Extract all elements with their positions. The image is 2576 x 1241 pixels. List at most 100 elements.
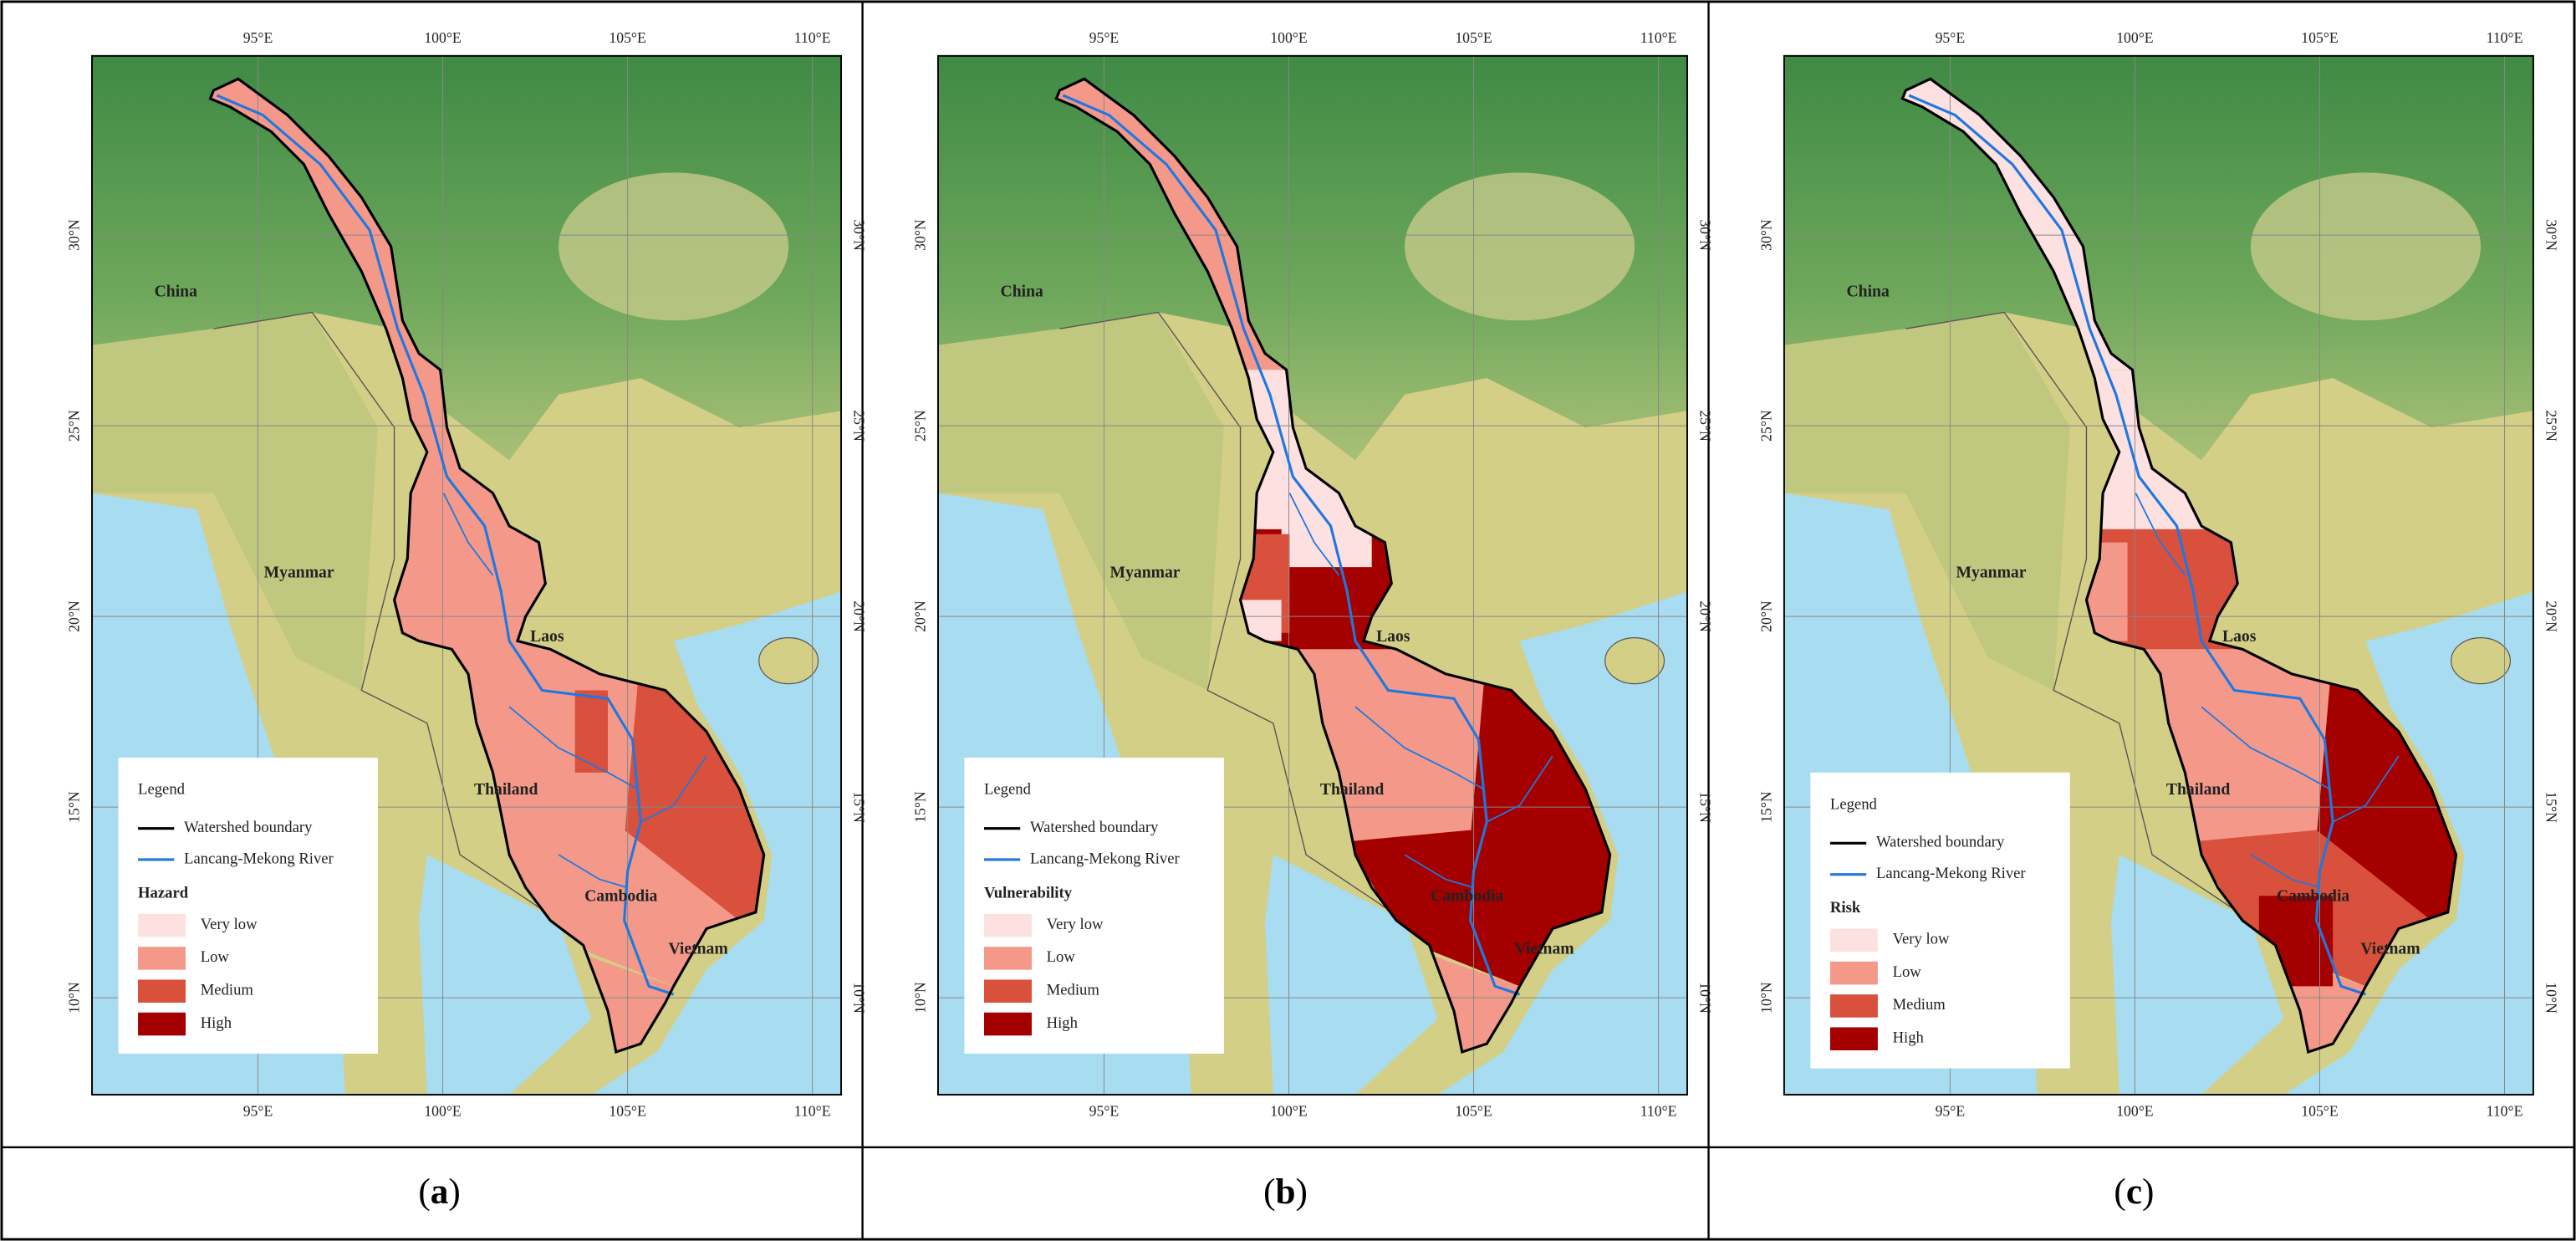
lat-tick-label: 10°N	[1757, 982, 1774, 1014]
legend-heading: Risk	[1830, 899, 1861, 917]
legend-swatch	[983, 979, 1032, 1003]
map-panel: 95°E 95°E 100°E 100°E 105°E 105°E 110°E 110°E 10…	[1757, 29, 2559, 1120]
lat-tick-label: 10°N	[65, 982, 82, 1014]
lat-tick-label: 25°N	[911, 410, 928, 442]
lon-tick-label: 110°E	[1640, 1103, 1677, 1120]
legend-label: Low	[1047, 948, 1076, 966]
lat-tick-label: 20°N	[1757, 600, 1774, 632]
lon-tick-label: 95°E	[243, 1103, 273, 1120]
lon-tick-label: 100°E	[1270, 1103, 1307, 1120]
mountains	[1783, 55, 2533, 461]
legend: Legend Watershed boundary Lancang-Mekong R…	[964, 758, 1224, 1054]
legend-box	[1810, 772, 2070, 1069]
lat-tick-label: 10°N	[1697, 982, 1714, 1014]
panel-caption: (c)	[2114, 1172, 2154, 1212]
legend-label: High	[1047, 1014, 1079, 1032]
sea	[2110, 855, 2284, 1095]
lat-tick-label: 10°N	[2543, 982, 2560, 1014]
tributary	[442, 493, 494, 576]
country-label: Laos	[530, 627, 564, 646]
lon-tick-label: 100°E	[1270, 29, 1307, 46]
country-label: Laos	[1376, 627, 1410, 646]
lon-tick-label: 105°E	[609, 1103, 645, 1120]
lat-tick-label: 15°N	[1697, 791, 1714, 823]
caption-part: a	[431, 1172, 449, 1212]
legend-label: Lancang-Mekong River	[184, 850, 334, 867]
lon-tick-label: 95°E	[1089, 29, 1120, 46]
lat-tick-label: 30°N	[911, 219, 928, 251]
basin-region	[501, 830, 740, 987]
borders	[213, 311, 559, 922]
lat-tick-label: 15°N	[1757, 791, 1774, 823]
legend-swatch	[1829, 961, 1878, 985]
legend-swatch	[1829, 1027, 1878, 1050]
map-panel: 95°E 95°E 100°E 100°E 105°E 105°E 110°E 110°E 10…	[911, 29, 1713, 1120]
legend-label: High	[1893, 1029, 1925, 1047]
lat-tick-label: 20°N	[65, 600, 82, 632]
country-label: Thailand	[474, 780, 538, 799]
borders	[1905, 311, 2252, 922]
lon-tick-label: 110°E	[2487, 29, 2523, 46]
legend-label: Low	[201, 948, 230, 966]
lon-tick-label: 110°E	[794, 29, 831, 46]
tributary	[2135, 493, 2186, 576]
country-label: Thailand	[1320, 780, 1384, 799]
country-label: Cambodia	[2277, 887, 2349, 906]
panel-caption: (b)	[1263, 1172, 1308, 1212]
lon-tick-label: 105°E	[2301, 29, 2338, 46]
lat-tick-label: 20°N	[851, 600, 868, 632]
lat-tick-label: 30°N	[2543, 219, 2560, 251]
legend-swatch	[983, 1012, 1032, 1036]
basin-region	[1347, 830, 1586, 987]
caption-part: c	[2126, 1172, 2142, 1212]
lon-tick-label: 95°E	[1089, 1103, 1120, 1120]
lat-tick-label: 15°N	[851, 791, 868, 823]
lon-tick-label: 95°E	[1936, 29, 1966, 46]
lon-tick-label: 110°E	[1640, 29, 1677, 46]
map-frame	[936, 54, 1688, 1096]
lon-tick-label: 105°E	[1455, 1103, 1492, 1120]
legend-heading: Vulnerability	[984, 885, 1073, 902]
caption-part: )	[1296, 1172, 1308, 1212]
lat-tick-label: 10°N	[911, 982, 928, 1014]
island	[2451, 637, 2511, 685]
caption-part: b	[1276, 1172, 1296, 1212]
legend-swatch	[138, 913, 186, 937]
legend-label: Very low	[1893, 931, 1950, 948]
legend: Legend Watershed boundary Lancang-Mekong R…	[118, 758, 378, 1054]
legend-label: Very low	[201, 916, 258, 933]
basin-region	[385, 529, 567, 650]
tributary	[1486, 755, 1553, 823]
borders	[1059, 311, 1405, 922]
highlands	[1783, 312, 2070, 691]
basin-patch	[574, 690, 609, 773]
legend-heading: Hazard	[138, 885, 189, 902]
lon-tick-label: 100°E	[2116, 29, 2153, 46]
lon-tick-label: 100°E	[424, 1103, 461, 1120]
map-panel: 95°E 95°E 100°E 100°E 105°E 105°E 110°E 110°E 10…	[65, 29, 867, 1120]
tributary	[2250, 854, 2320, 889]
tributary	[508, 706, 638, 790]
legend-title: Legend	[1830, 795, 1878, 813]
country-label: Cambodia	[1431, 887, 1503, 906]
caption-part: (	[1263, 1172, 1275, 1212]
legend-swatch	[138, 1012, 186, 1036]
tributary	[1354, 706, 1484, 790]
lon-tick-label: 105°E	[1455, 29, 1492, 46]
map-frame	[1783, 54, 2534, 1096]
legend-label: Lancang-Mekong River	[1876, 865, 2026, 882]
lat-tick-label: 30°N	[1697, 219, 1714, 251]
watershed-boundary	[208, 77, 766, 1055]
legend-title: Legend	[984, 781, 1032, 799]
basin-patch	[690, 772, 740, 855]
lon-tick-label: 110°E	[2487, 1103, 2523, 1120]
lat-tick-label: 20°N	[911, 600, 928, 632]
legend-box	[964, 758, 1224, 1054]
lat-tick-label: 25°N	[65, 410, 82, 442]
sea	[1264, 855, 1438, 1095]
legend-label: Medium	[1047, 982, 1100, 999]
tributary	[2332, 755, 2400, 823]
